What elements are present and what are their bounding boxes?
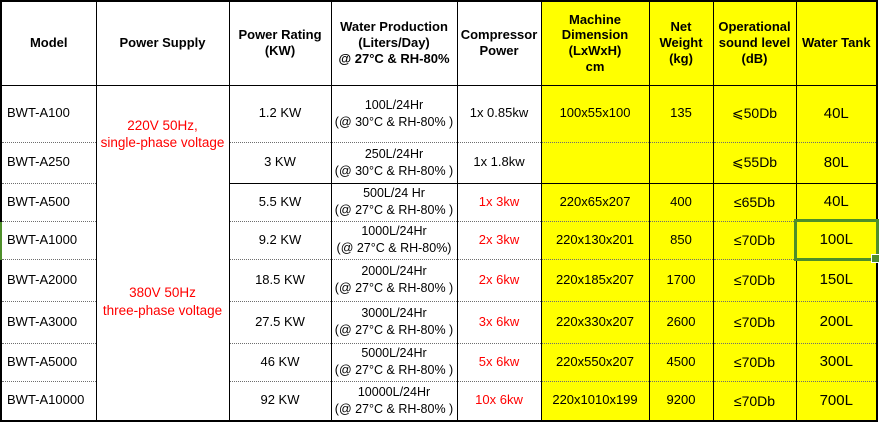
machine-dimension-cell[interactable]: 100x55x100 [540, 84, 650, 142]
model-cell[interactable]: BWT-A5000 [0, 342, 97, 381]
machine-dimension-cell[interactable]: 220x550x207 [540, 342, 650, 381]
power-rating-cell[interactable]: 5.5 KW [228, 182, 332, 221]
net-weight-cell[interactable]: 9200 [648, 380, 714, 421]
water-production-cell[interactable]: 1000L/24Hr (@ 27°C & RH-80%) [330, 220, 458, 259]
machine-dimension-cell[interactable]: 220x1010x199 [540, 380, 650, 421]
table-row: BWT-A1000 9.2 KW 1000L/24Hr (@ 27°C & RH-8… [0, 219, 881, 263]
model-cell[interactable]: BWT-A250 [0, 141, 97, 183]
water-production-cell[interactable]: 250L/24Hr (@ 30°C & RH-80% ) [330, 141, 458, 183]
machine-dimension-cell[interactable]: 220x330x207 [540, 300, 650, 343]
compressor-power-cell[interactable]: 10x 6kw [456, 380, 542, 421]
compressor-power-cell[interactable]: 5x 6kw [456, 342, 542, 381]
net-weight-cell[interactable] [648, 141, 714, 183]
water-tank-cell[interactable]: 40L [795, 182, 878, 221]
power-rating-cell[interactable]: 27.5 KW [228, 300, 332, 343]
machine-dimension-cell[interactable]: 220x185x207 [540, 258, 650, 301]
machine-dimension-cell[interactable] [540, 141, 650, 183]
water-tank-cell[interactable]: 300L [795, 342, 878, 381]
water-tank-cell[interactable]: 80L [795, 141, 878, 183]
table-row: BWT-A100 220V 50Hz, single-phase voltage 1… [0, 84, 878, 183]
header-net-weight[interactable]: Net Weight (kg) [648, 1, 714, 86]
sound-level-cell[interactable]: ≤70Db [712, 380, 797, 421]
sound-level-cell[interactable]: ≤70Db [712, 220, 797, 259]
net-weight-cell[interactable]: 4500 [648, 342, 714, 381]
power-rating-cell[interactable]: 92 KW [228, 380, 332, 421]
sound-level-cell[interactable]: ⩽50Db [712, 84, 797, 142]
power-supply-cell-220v[interactable]: 220V 50Hz, single-phase voltage [95, 84, 230, 183]
machine-dimension-cell[interactable]: 220x65x207 [540, 182, 650, 221]
water-production-cell[interactable]: 500L/24 Hr (@ 27°C & RH-80% ) [330, 182, 458, 221]
compressor-power-cell[interactable]: 2x 3kw [456, 220, 542, 259]
sound-level-cell[interactable]: ≤70Db [712, 258, 797, 301]
table-row: BWT-A500 380V 50Hz three-phase voltage 5.5… [0, 182, 878, 421]
power-rating-cell[interactable]: 3 KW [228, 141, 332, 183]
header-compressor-power[interactable]: Compressor Power [456, 1, 542, 86]
header-model[interactable]: Model [0, 1, 97, 86]
water-tank-cell[interactable]: 700L [795, 380, 878, 421]
model-cell[interactable]: BWT-A500 [0, 182, 97, 221]
sound-level-cell[interactable]: ≤65Db [712, 182, 797, 221]
net-weight-cell[interactable]: 2600 [648, 300, 714, 343]
power-rating-cell[interactable]: 46 KW [228, 342, 332, 381]
power-rating-cell[interactable]: 9.2 KW [228, 220, 332, 259]
table-row: BWT-A5000 46 KW 5000L/24Hr (@ 27°C & RH-80… [0, 342, 878, 381]
water-production-cell[interactable]: 10000L/24Hr (@ 27°C & RH-80% ) [330, 380, 458, 421]
power-rating-cell[interactable]: 1.2 KW [228, 84, 332, 142]
net-weight-cell[interactable]: 850 [648, 220, 714, 259]
header-machine-dimension[interactable]: Machine Dimension (LxWxH) cm [540, 1, 650, 86]
power-supply-cell-380v[interactable]: 380V 50Hz three-phase voltage [95, 183, 230, 421]
water-production-cell[interactable]: 3000L/24Hr (@ 27°C & RH-80% ) [330, 300, 458, 343]
table-row: BWT-A3000 27.5 KW 3000L/24Hr (@ 27°C & RH-… [0, 300, 878, 343]
water-tank-cell-selected[interactable]: 100L [794, 219, 881, 263]
header-water-tank[interactable]: Water Tank [795, 1, 878, 86]
header-power-supply[interactable]: Power Supply [95, 1, 230, 86]
compressor-power-cell[interactable]: 3x 6kw [456, 300, 542, 343]
header-water-production[interactable]: Water Production (Liters/Day) @ 27°C & R… [330, 1, 458, 86]
water-tank-cell[interactable]: 200L [795, 300, 878, 343]
model-cell[interactable]: BWT-A2000 [0, 258, 97, 301]
compressor-power-cell[interactable]: 1x 0.85kw [456, 84, 542, 142]
compressor-power-cell[interactable]: 1x 3kw [456, 182, 542, 221]
compressor-power-cell[interactable]: 1x 1.8kw [456, 141, 542, 183]
model-cell[interactable]: BWT-A100 [0, 84, 97, 142]
water-production-cell[interactable]: 100L/24Hr (@ 30°C & RH-80% ) [330, 84, 458, 142]
table-row: BWT-A10000 92 KW 10000L/24Hr (@ 27°C & RH-… [0, 380, 878, 421]
selected-row-indicator [0, 222, 2, 260]
model-cell[interactable]: BWT-A3000 [0, 300, 97, 343]
model-cell[interactable]: BWT-A1000 [0, 220, 97, 259]
water-tank-cell[interactable]: 40L [795, 84, 878, 142]
header-row: Model Power Supply Power Rating (KW) Wat… [0, 1, 878, 86]
water-tank-cell[interactable]: 150L [795, 258, 878, 301]
sound-level-cell[interactable]: ≤70Db [712, 342, 797, 381]
model-cell[interactable]: BWT-A10000 [0, 380, 97, 421]
sound-level-cell[interactable]: ⩽55Db [712, 141, 797, 183]
header-power-rating[interactable]: Power Rating (KW) [228, 1, 332, 86]
water-production-cell[interactable]: 2000L/24Hr (@ 27°C & RH-80% ) [330, 258, 458, 301]
power-rating-cell[interactable]: 18.5 KW [228, 258, 332, 301]
header-sound-level[interactable]: Operational sound level (dB) [712, 1, 797, 86]
water-production-cell[interactable]: 5000L/24Hr (@ 27°C & RH-80% ) [330, 342, 458, 381]
sound-level-cell[interactable]: ≤70Db [712, 300, 797, 343]
table-row: BWT-A2000 18.5 KW 2000L/24Hr (@ 27°C & RH-… [0, 258, 878, 301]
net-weight-cell[interactable]: 400 [648, 182, 714, 221]
table-body: BWT-A100 220V 50Hz, single-phase voltage 1… [0, 84, 881, 421]
net-weight-cell[interactable]: 1700 [648, 258, 714, 301]
compressor-power-cell[interactable]: 2x 6kw [456, 258, 542, 301]
net-weight-cell[interactable]: 135 [648, 84, 714, 142]
machine-dimension-cell[interactable]: 220x130x201 [540, 220, 650, 259]
table-row: BWT-A250 3 KW 250L/24Hr (@ 30°C & RH-80% )… [0, 141, 878, 183]
